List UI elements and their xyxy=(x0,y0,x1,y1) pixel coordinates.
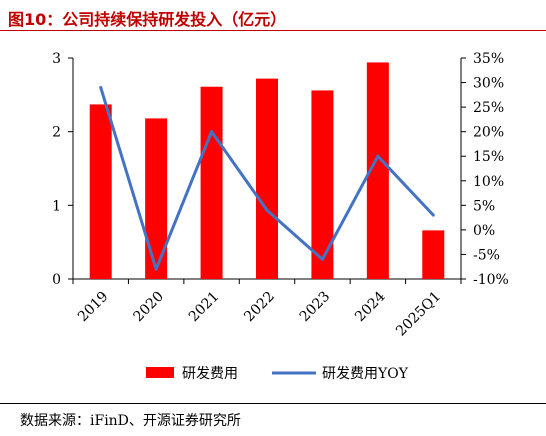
y-right-tick-label: 10% xyxy=(473,174,504,190)
yoy-point-2020 xyxy=(154,267,158,271)
chart-title: 图10：公司持续保持研发投入（亿元） xyxy=(8,10,287,29)
bar-2021 xyxy=(200,86,223,279)
y-left-tick-label: 1 xyxy=(52,198,61,214)
chart-legend: 研发费用 研发费用YOY xyxy=(146,366,409,382)
yoy-point-2021 xyxy=(210,130,214,134)
y-right-tick-label: 5% xyxy=(473,198,495,214)
y-right-tick-label: 30% xyxy=(473,76,504,92)
y-left-tick-label: 3 xyxy=(52,51,61,67)
chart-axes: 0 1 2 3 -10% -5% 0% 5% 10% 15% 20% 25% 30% 35% 2019 202… xyxy=(52,51,509,339)
y-right-tick-label: 35% xyxy=(473,51,504,67)
yoy-point-2024 xyxy=(376,154,380,158)
line-series xyxy=(99,85,435,271)
y-left-tick-label: 0 xyxy=(52,272,61,288)
title-divider xyxy=(0,30,546,31)
legend-bar-label: 研发费用 xyxy=(182,366,238,382)
bar-series xyxy=(89,62,445,279)
legend-line-label: 研发费用YOY xyxy=(322,366,409,382)
yoy-point-2025Q1 xyxy=(431,213,435,217)
bar-2025Q1 xyxy=(422,230,445,279)
y-right-tick-label: -5% xyxy=(473,247,500,263)
y-right-tick-label: -10% xyxy=(473,272,509,288)
footer-divider xyxy=(0,403,546,404)
yoy-point-2022 xyxy=(265,208,269,212)
x-tick-label: 2021 xyxy=(186,289,223,326)
x-tick-label: 2024 xyxy=(352,288,389,325)
yoy-point-2019 xyxy=(99,85,103,89)
bar-2024 xyxy=(366,62,389,279)
y-right-tick-label: 0% xyxy=(473,223,495,239)
y-right-tick-label: 15% xyxy=(473,149,504,165)
x-tick-label: 2025Q1 xyxy=(393,289,444,340)
y-right-tick-label: 25% xyxy=(473,100,504,116)
bar-2023 xyxy=(311,90,334,279)
x-tick-label: 2019 xyxy=(75,289,112,326)
bar-2019 xyxy=(89,104,112,279)
y-right-tick-label: 20% xyxy=(473,125,504,141)
x-tick-label: 2020 xyxy=(130,289,167,326)
legend-bar-swatch xyxy=(146,367,174,378)
x-tick-label: 2022 xyxy=(241,289,278,326)
bar-2020 xyxy=(145,118,168,279)
combo-chart: 0 1 2 3 -10% -5% 0% 5% 10% 15% 20% 25% 30% 35% 2019 202… xyxy=(52,51,509,382)
y-left-tick-label: 2 xyxy=(52,125,61,141)
x-tick-label: 2023 xyxy=(297,289,334,326)
source-note: 数据来源：iFinD、开源证券研究所 xyxy=(20,413,241,429)
yoy-point-2023 xyxy=(320,257,324,261)
bar-2022 xyxy=(256,78,278,279)
